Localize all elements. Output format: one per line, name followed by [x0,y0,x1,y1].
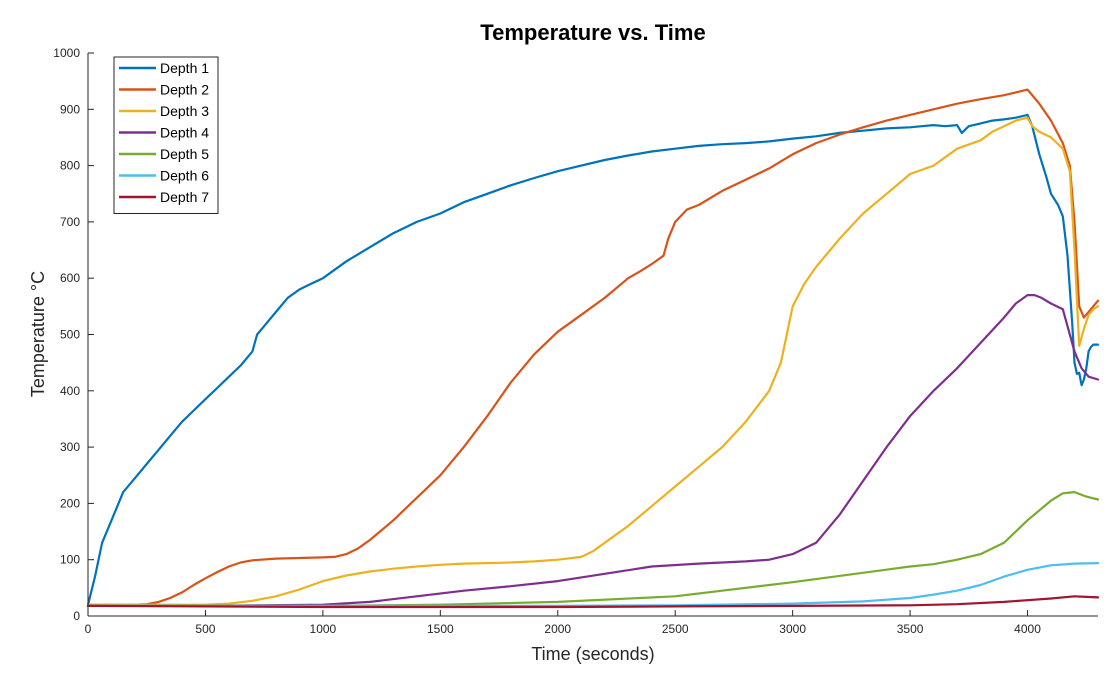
series-line-2 [86,88,1100,606]
x-tick-label: 1500 [427,622,454,636]
y-tick-label: 700 [60,215,80,229]
y-tick-label: 0 [73,609,80,623]
series-line-5 [86,491,1100,608]
legend-entry-2: Depth 2 [160,82,209,98]
y-tick-label: 1000 [53,46,80,60]
y-tick-label: 200 [60,496,80,510]
x-tick-label: 2000 [544,622,571,636]
series-line-4 [86,294,1100,608]
y-tick-label: 800 [60,159,80,173]
legend-box [113,56,219,214]
y-tick-label: 300 [60,440,80,454]
legend-entry-7: Depth 7 [160,189,209,205]
series-line-7 [86,595,1100,609]
legend: Depth 1 Depth 2 Depth 3 Depth 4 Depth 5 Depth… [113,56,219,214]
legend-entry-6: Depth 6 [160,168,209,184]
x-tick-label: 2500 [662,622,689,636]
legend-entry-5: Depth 5 [160,146,209,162]
series-lines [86,88,1100,609]
legend-entry-1: Depth 1 [160,60,209,76]
y-tick-label: 500 [60,328,80,342]
legend-entry-4: Depth 4 [160,125,209,141]
y-tick-label: 900 [60,102,80,116]
plot-area [88,53,1098,616]
legend-entry-3: Depth 3 [160,103,209,119]
x-tick-label: 4000 [1014,622,1041,636]
x-tick-label: 1000 [310,622,337,636]
plot-background [88,53,1098,616]
y-tick-label: 100 [60,553,80,567]
series-line-6 [86,561,1100,608]
y-tick-label: 600 [60,271,80,285]
series-line-1 [86,113,1100,606]
y-tick-label: 400 [60,384,80,398]
chart-title: Temperature vs. Time [480,20,705,45]
x-axis-ticks: 0 500 1000 1500 2000 2500 3000 3500 4000 [85,610,1041,636]
x-tick-label: 3500 [897,622,924,636]
x-axis-title: Time (seconds) [531,644,654,664]
x-tick-label: 500 [195,622,215,636]
x-tick-label: 0 [85,622,92,636]
x-tick-label: 3000 [779,622,806,636]
y-axis-title: Temperature °C [28,271,48,397]
series-line-3 [86,116,1100,606]
y-axis-ticks: 0 100 200 300 400 500 600 700 800 900 1000 [53,46,94,623]
